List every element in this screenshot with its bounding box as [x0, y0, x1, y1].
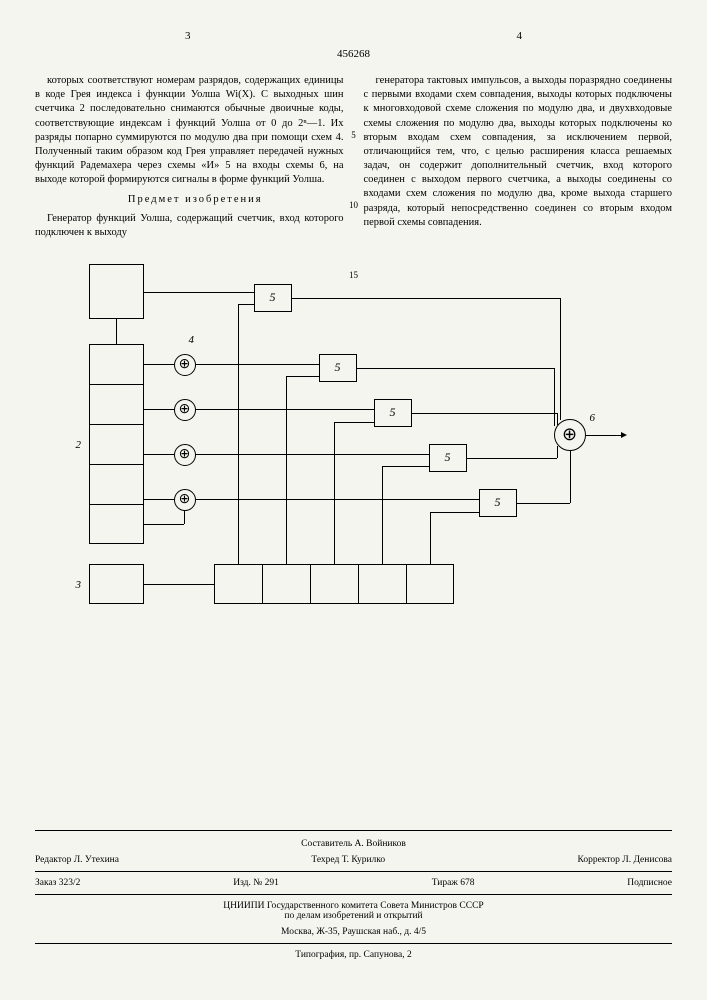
xor-node: ⊕ [174, 399, 196, 421]
line-num-10: 10 [349, 200, 358, 210]
divider [89, 504, 144, 505]
wire [286, 376, 287, 564]
wire [286, 376, 319, 377]
block-5: 5 [429, 444, 467, 472]
footer-compiler: Составитель А. Войников [35, 839, 672, 849]
wire [570, 451, 571, 503]
wire [144, 499, 174, 500]
col1-p2: Генератор функций Уолша, содержащий счет… [35, 212, 344, 240]
wire [238, 304, 239, 564]
divider [89, 384, 144, 385]
xor-node: ⊕ [174, 489, 196, 511]
wire [412, 413, 557, 414]
section-title: Предмет изобретения [35, 193, 344, 207]
wire [334, 422, 374, 423]
wire [144, 409, 174, 410]
divider [310, 564, 311, 604]
wire [554, 368, 555, 426]
wire [116, 319, 117, 344]
footer-tirage: Тираж 678 [432, 878, 475, 888]
xor-node: ⊕ [174, 354, 196, 376]
block-5: 5 [254, 284, 292, 312]
footer-corrector: Корректор Л. Денисова [578, 855, 672, 865]
col1-p1: которых соответствуют номерам разрядов, … [35, 74, 344, 187]
divider [89, 424, 144, 425]
wire [382, 466, 429, 467]
block-5: 5 [374, 399, 412, 427]
block-5: 5 [319, 354, 357, 382]
footer-print: Типография, пр. Сапунова, 2 [35, 950, 672, 960]
block-top-left [89, 264, 144, 319]
footer-tech: Техред Т. Курилко [311, 855, 385, 865]
wire [144, 584, 214, 585]
label-6: 6 [590, 412, 596, 424]
wire [430, 512, 431, 564]
label-3: 3 [76, 579, 82, 591]
wire [560, 298, 561, 420]
xor-node-6: ⊕ [554, 419, 586, 451]
footer-editor: Редактор Л. Утехина [35, 855, 119, 865]
wire [586, 435, 621, 436]
column-right: генератора тактовых импульсов, а выходы … [364, 74, 673, 244]
output-arrow [621, 432, 627, 438]
footer-order: Заказ 323/2 [35, 878, 80, 888]
wire [196, 409, 374, 410]
column-left: которых соответствуют номерам разрядов, … [35, 74, 344, 244]
footer-org: ЦНИИПИ Государственного комитета Совета … [35, 901, 672, 921]
wire [467, 458, 557, 459]
divider [406, 564, 407, 604]
wire [238, 304, 254, 305]
footer-addr: Москва, Ж-35, Раушская наб., д. 4/5 [35, 927, 672, 944]
wire [382, 466, 383, 564]
wire [144, 524, 184, 525]
footer-izd: Изд. № 291 [233, 878, 279, 888]
xor-node: ⊕ [174, 444, 196, 466]
wire [292, 298, 560, 299]
wire [184, 511, 185, 524]
label-4: 4 [189, 334, 195, 346]
wire [517, 503, 570, 504]
col2-p1: генератора тактовых импульсов, а выходы … [364, 74, 673, 230]
block-5: 5 [479, 489, 517, 517]
footer: Составитель А. Войников Редактор Л. Утех… [35, 830, 672, 960]
wire [334, 422, 335, 564]
page-number-left: 3 [185, 30, 191, 42]
line-num-5: 5 [351, 130, 356, 140]
wire [144, 292, 254, 293]
circuit-diagram: 2 3 4 1 ⊕ ⊕ ⊕ ⊕ 5 5 5 5 5 ⊕ 6 [74, 264, 634, 624]
wire [557, 446, 558, 458]
block-3 [89, 564, 144, 604]
divider [89, 464, 144, 465]
wire [557, 413, 558, 425]
footer-subscription: Подписное [627, 878, 672, 888]
wire [196, 454, 429, 455]
wire [357, 368, 554, 369]
footer-org-line1: ЦНИИПИ Государственного комитета Совета … [35, 901, 672, 911]
block-counter-1 [214, 564, 454, 604]
block-counter-2 [89, 344, 144, 544]
page-number-right: 4 [517, 30, 523, 42]
footer-org-line2: по делам изобретений и открытий [35, 911, 672, 921]
wire [196, 364, 319, 365]
divider [358, 564, 359, 604]
label-2: 2 [76, 439, 82, 451]
wire [430, 512, 479, 513]
divider [262, 564, 263, 604]
document-number: 456268 [35, 48, 672, 60]
wire [144, 364, 174, 365]
wire [144, 454, 174, 455]
